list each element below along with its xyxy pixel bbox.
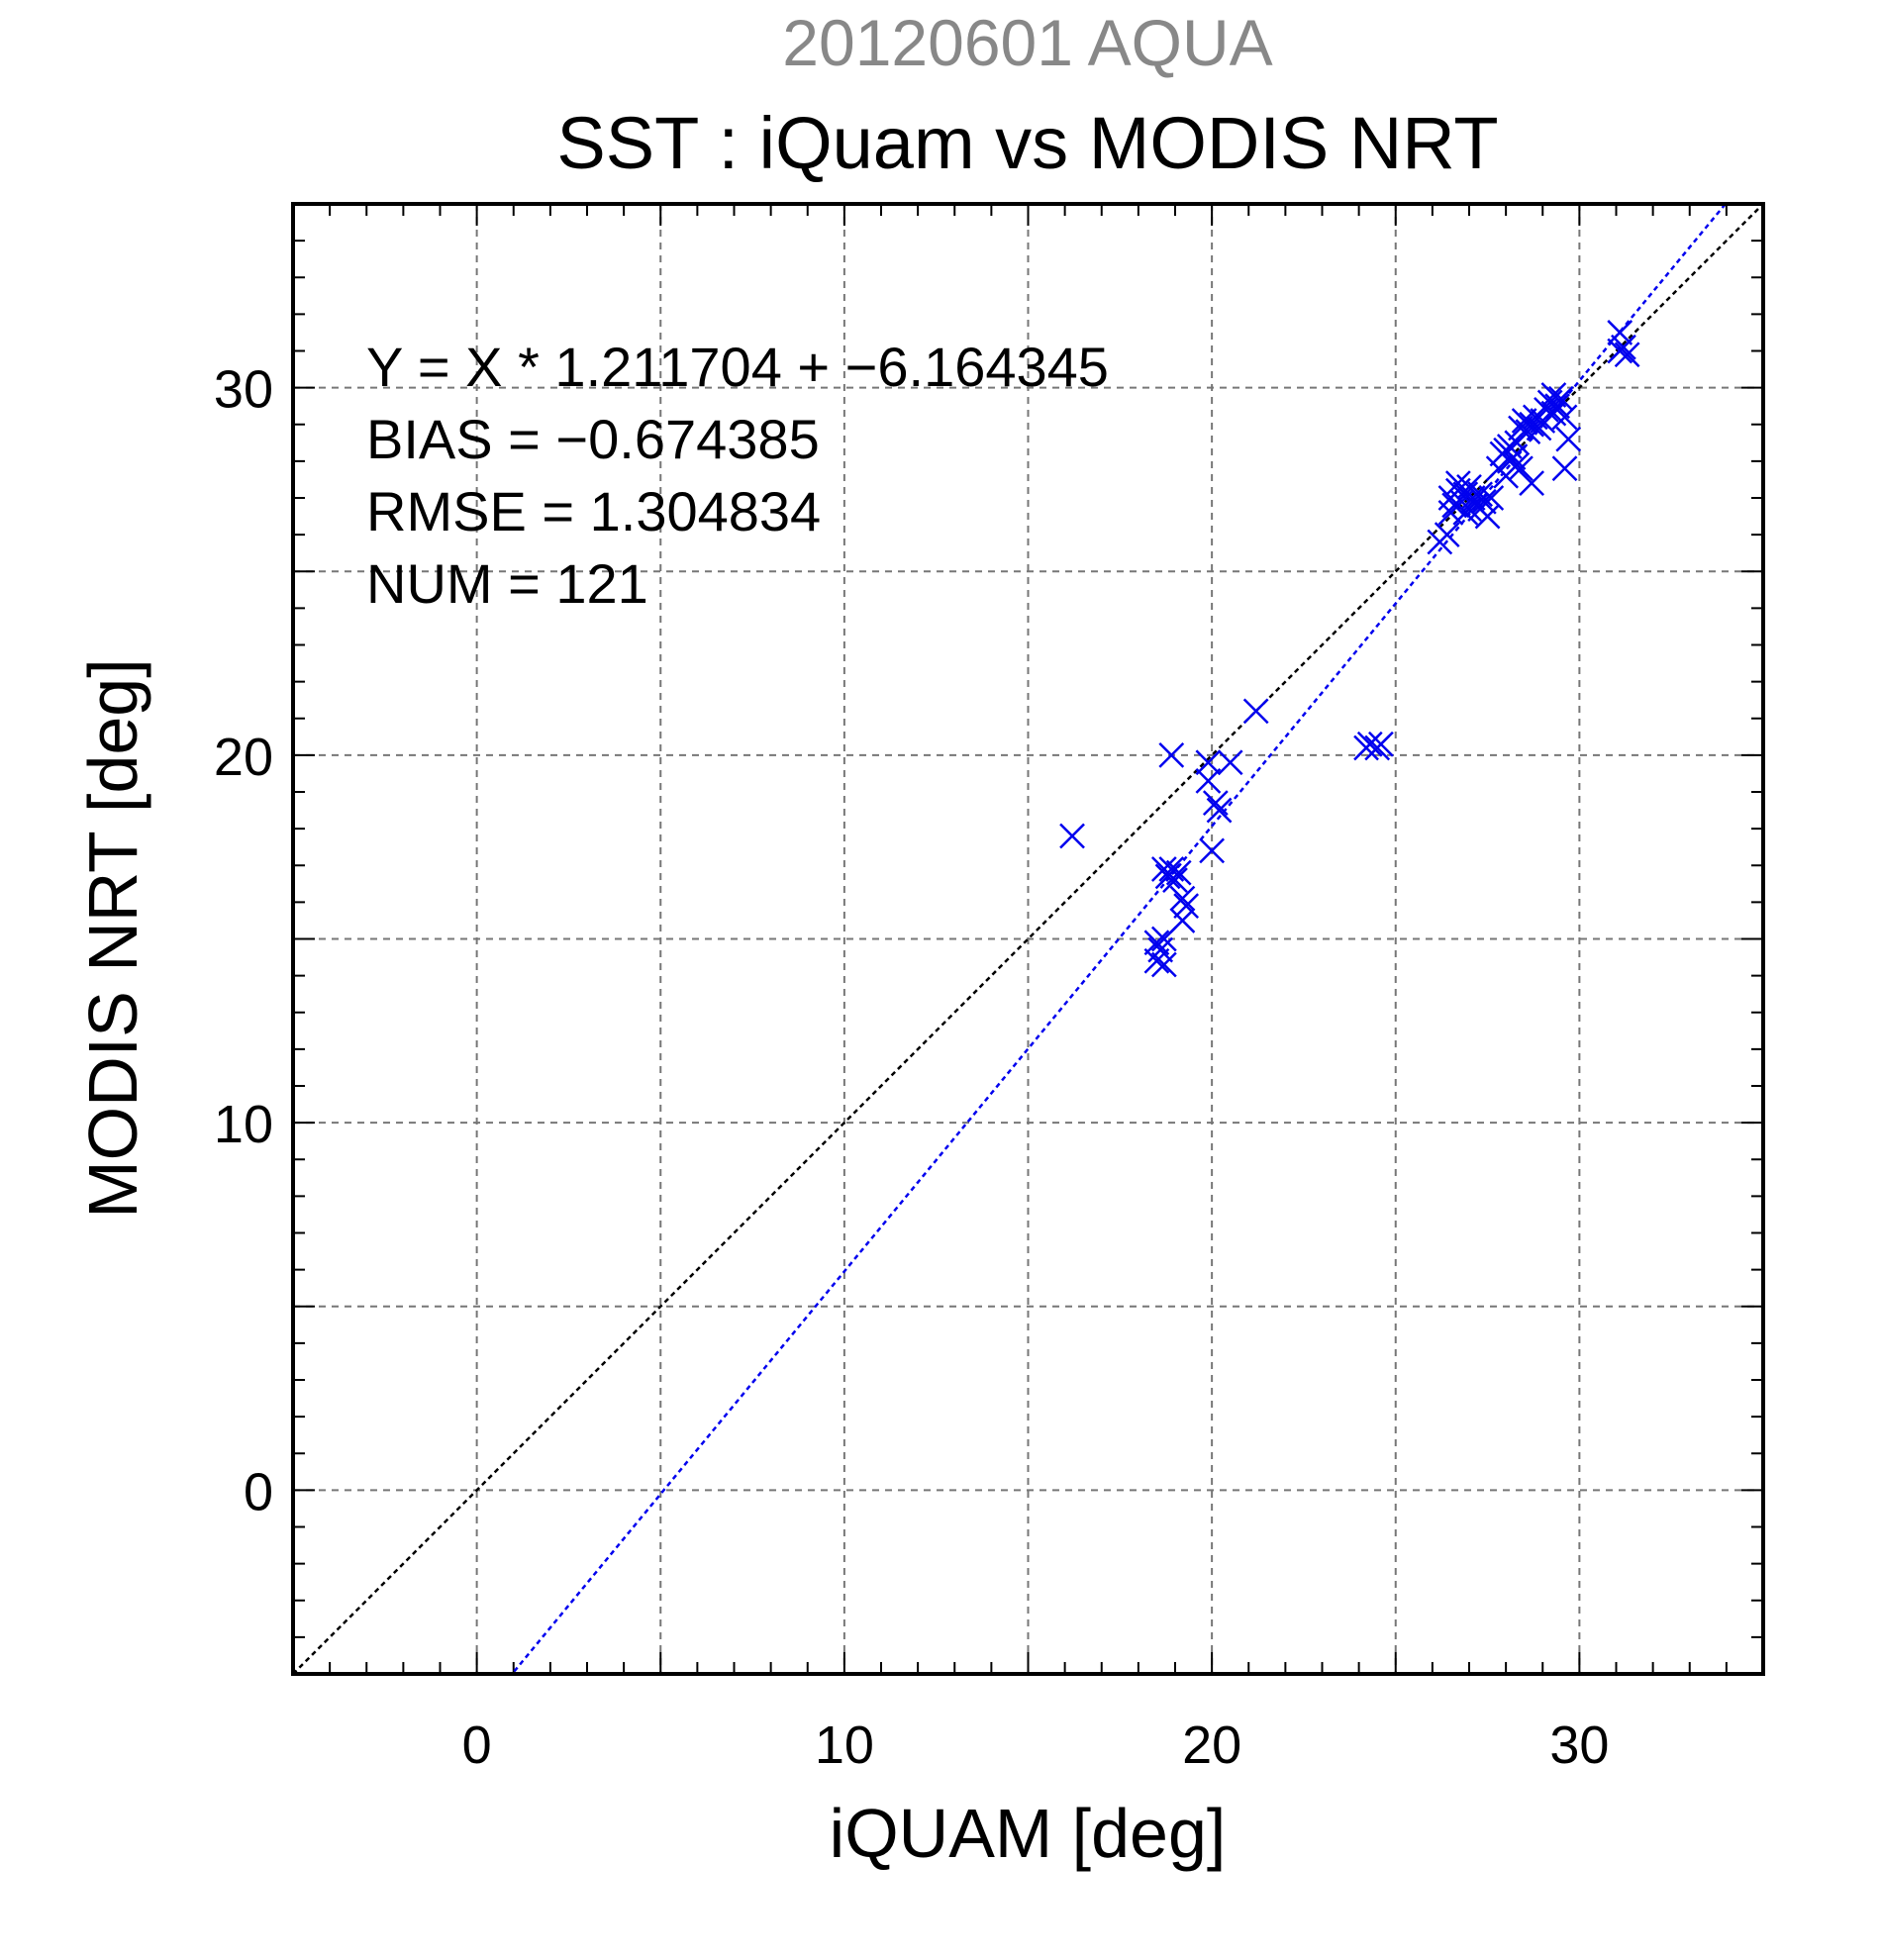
one-to-one-reference-line <box>293 204 1763 1674</box>
grid-lines <box>293 204 1763 1674</box>
data-point-marker <box>1158 741 1185 768</box>
data-point-marker <box>1470 488 1497 515</box>
data-point-marker <box>1614 342 1640 368</box>
data-point-marker <box>1551 404 1578 431</box>
data-point-marker <box>1162 867 1188 893</box>
data-point-marker <box>1143 930 1170 956</box>
data-point-marker <box>1607 320 1634 345</box>
chart-suptitle: 20120601 AQUA <box>782 6 1272 79</box>
data-point-marker <box>1150 951 1177 978</box>
data-point-marker <box>1368 731 1394 757</box>
data-point-marker <box>1555 426 1582 452</box>
chart-title: SST : iQuam vs MODIS NRT <box>556 102 1498 184</box>
data-point-marker <box>1165 859 1192 886</box>
data-point-marker <box>1519 470 1544 497</box>
tick-labels: 0 0 10 10 20 20 30 30 <box>214 360 1609 1775</box>
data-point-marker <box>1434 522 1460 548</box>
rmse-text: RMSE = 1.304834 <box>366 480 821 542</box>
data-point-marker <box>1611 334 1636 360</box>
fit-equation-text: Y = X * 1.211704 + −6.164345 <box>366 336 1109 398</box>
data-point-marker <box>1551 455 1578 482</box>
y-tick-label: 0 <box>244 1462 273 1521</box>
count-text: NUM = 121 <box>366 552 648 615</box>
data-point-marker <box>1202 790 1229 817</box>
x-tick-label: 10 <box>815 1715 874 1775</box>
y-tick-label: 30 <box>214 360 273 420</box>
stats-annotation: Y = X * 1.211704 + −6.164345 BIAS = −0.6… <box>366 336 1109 615</box>
data-point-marker <box>1474 503 1501 530</box>
data-point-marker <box>1169 885 1196 912</box>
data-point-marker <box>1195 767 1222 794</box>
data-point-marker <box>1195 749 1222 776</box>
data-point-marker <box>1217 749 1243 776</box>
plot-frame <box>291 202 1765 1676</box>
data-point-marker <box>1508 455 1534 482</box>
data-point-marker <box>1242 698 1269 725</box>
data-point-marker <box>1544 393 1570 420</box>
x-tick-label: 0 <box>462 1715 492 1775</box>
bias-text: BIAS = −0.674385 <box>366 408 820 470</box>
data-point-marker <box>1173 893 1200 919</box>
x-tick-label: 20 <box>1182 1715 1241 1775</box>
data-point-marker <box>1059 823 1085 849</box>
y-tick-label: 20 <box>214 728 273 787</box>
data-points <box>1059 320 1640 978</box>
x-tick-label: 30 <box>1549 1715 1609 1775</box>
data-point-marker <box>1356 731 1383 757</box>
x-axis-label: iQUAM [deg] <box>830 1795 1227 1872</box>
data-point-marker <box>1206 797 1233 824</box>
data-point-marker <box>1478 485 1505 511</box>
y-axis-label: MODIS NRT [deg] <box>74 658 151 1218</box>
data-point-marker <box>1169 908 1196 933</box>
data-point-marker <box>1500 444 1527 471</box>
y-tick-label: 10 <box>214 1095 273 1154</box>
data-point-marker <box>1199 837 1226 864</box>
